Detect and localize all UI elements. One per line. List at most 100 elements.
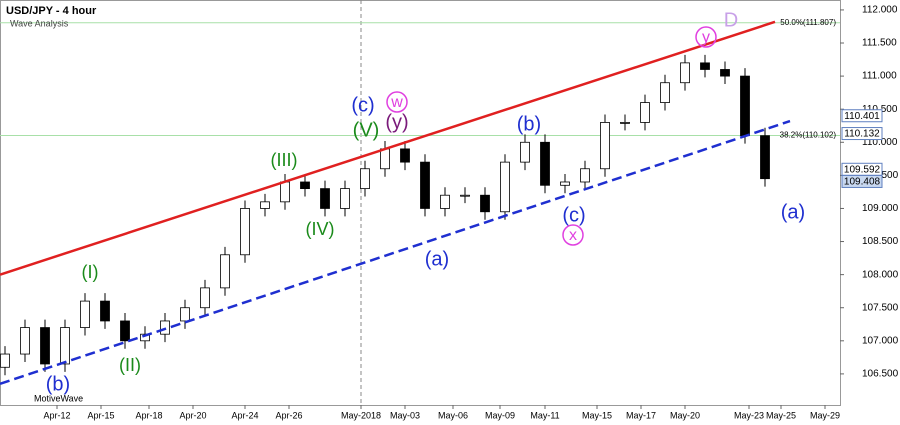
x-tick-label: Apr-24 (231, 410, 258, 420)
trendline (0, 119, 791, 386)
wave-circle (695, 26, 717, 48)
candle-body (600, 122, 610, 170)
wave-label: y (702, 29, 710, 46)
x-tick-label: May-06 (438, 410, 468, 420)
x-tick-label: May-2018 (341, 410, 381, 420)
price-tag (841, 127, 883, 141)
candle-body (0, 353, 10, 368)
x-tick-label: May-29 (810, 410, 840, 420)
candle-body (60, 327, 70, 365)
candle-body (620, 122, 630, 124)
wave-label: (b) (46, 373, 70, 395)
y-tick-label: 106.500 (862, 369, 899, 380)
footer: MotiveWave (34, 393, 83, 403)
candle-body (240, 208, 250, 256)
wave-label: (c) (351, 94, 374, 116)
candle-body (120, 320, 130, 342)
candle-body (740, 75, 750, 137)
wave-label: (IV) (306, 219, 335, 239)
candle-body (140, 333, 150, 342)
y-tick-label: 108.000 (862, 269, 899, 280)
wave-label: (b) (517, 113, 541, 135)
candle-body (500, 161, 510, 213)
candle-body (100, 300, 110, 322)
x-tick-label: May-09 (485, 410, 515, 420)
wave-label: w (390, 94, 403, 111)
wave-label: (a) (781, 201, 805, 223)
price-tag-label: 110.132 (844, 129, 880, 140)
wave-label: (II) (119, 355, 141, 375)
x-tick-label: May-25 (766, 410, 796, 420)
candle-body (160, 320, 170, 335)
y-tick-label: 110.000 (862, 137, 898, 148)
candle-body (360, 168, 370, 190)
candle-body (680, 62, 690, 84)
wave-label: (III) (271, 150, 298, 170)
chart-subtitle: Wave Analysis (10, 18, 69, 28)
candle-body (260, 201, 270, 209)
price-tag-label: 109.592 (844, 164, 881, 175)
candle-body (440, 194, 450, 209)
candle-body (660, 82, 670, 103)
wave-label: (I) (82, 262, 99, 282)
x-tick-label: May-03 (390, 410, 420, 420)
y-tick-label: 109.000 (862, 203, 899, 214)
candle-body (80, 300, 90, 328)
wave-label: (a) (425, 248, 449, 270)
y-tick-label: 108.500 (862, 236, 899, 247)
candle-body (320, 188, 330, 209)
candle-body (520, 141, 530, 163)
price-tag-label: 110.401 (844, 111, 880, 122)
candle-body (560, 181, 570, 186)
candle-body (580, 168, 590, 183)
fib-label: 38.2%(110.102) (780, 131, 837, 140)
chart-title: USD/JPY - 4 hour (6, 5, 97, 17)
wave-label: (c) (562, 204, 585, 226)
x-tick-label: May-23 (734, 410, 764, 420)
candle-body (420, 161, 430, 209)
candle-body (700, 62, 710, 70)
y-tick-label: 107.500 (862, 302, 899, 313)
candle-body (720, 69, 730, 77)
x-tick-label: Apr-20 (179, 410, 206, 420)
y-tick-label: 111.500 (862, 38, 897, 49)
candle-body (340, 188, 350, 209)
wave-label: D (724, 9, 738, 31)
price-tag (841, 109, 883, 123)
x-tick-label: May-15 (582, 410, 612, 420)
candle-body (460, 194, 470, 197)
candle-body (540, 141, 550, 186)
wave-label: (y) (385, 111, 408, 133)
candle-body (760, 135, 770, 180)
x-tick-label: May-11 (530, 410, 559, 420)
y-tick-label: 107.000 (862, 335, 899, 346)
y-tick-label: 112.000 (862, 5, 898, 16)
x-tick-label: Apr-26 (275, 410, 302, 420)
candle-body (220, 254, 230, 289)
candle-body (40, 327, 50, 365)
plot: 50.0%(111.807) 38.2%(110.102) (c) w (V) (y) (I… (0, 9, 840, 395)
y-tick-label: 111.000 (862, 71, 897, 82)
x-tick-label: Apr-12 (43, 410, 70, 420)
candle-body (480, 194, 490, 213)
wave-circle (562, 224, 584, 246)
candle-body (300, 181, 310, 190)
price-tag-label: 109.408 (844, 177, 881, 188)
wave-label: (V) (353, 119, 380, 141)
candle-body (380, 148, 390, 170)
candle-body (20, 327, 30, 355)
x-tick-label: May-17 (626, 410, 656, 420)
x-tick-label: May-20 (670, 410, 700, 420)
x-tick-label: Apr-18 (135, 410, 162, 420)
candle-body (280, 181, 290, 203)
fib-label: 50.0%(111.807) (780, 18, 836, 27)
candle-body (200, 287, 210, 309)
trendline (0, 20, 776, 276)
price-tag (841, 174, 883, 188)
x-tick-label: Apr-15 (87, 410, 114, 420)
candle-body (400, 148, 410, 163)
candle-body (640, 102, 650, 123)
candle-body (180, 307, 190, 322)
